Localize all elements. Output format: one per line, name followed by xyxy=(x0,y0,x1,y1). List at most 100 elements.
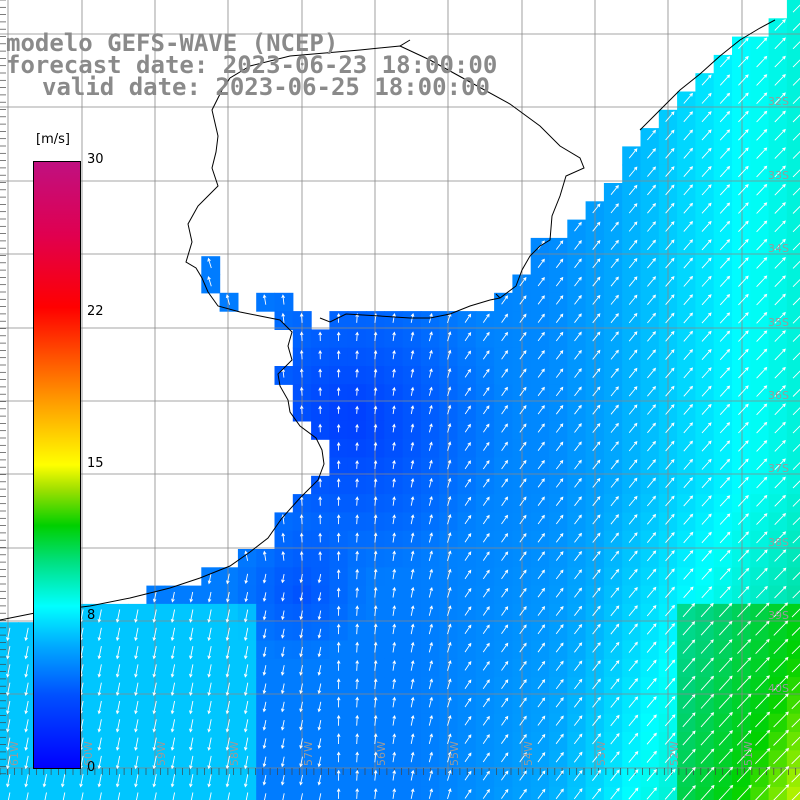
wind-arrow xyxy=(262,550,267,561)
wind-arrow xyxy=(647,257,657,269)
wind-arrow xyxy=(628,477,638,488)
wind-arrow xyxy=(170,627,176,642)
wind-arrow xyxy=(134,700,139,715)
wind-arrow xyxy=(428,605,434,616)
wind-arrow xyxy=(718,766,734,783)
wind-arrow xyxy=(792,352,800,361)
wind-cell xyxy=(695,603,715,623)
wind-arrow xyxy=(683,147,694,159)
wind-arrow xyxy=(592,733,601,745)
wind-arrow xyxy=(482,606,490,616)
wind-arrow xyxy=(718,730,733,746)
wind-cell xyxy=(786,201,800,221)
wind-arrow xyxy=(628,732,639,745)
wind-arrow xyxy=(573,769,583,781)
wind-arrow xyxy=(738,403,749,416)
wind-arrow xyxy=(243,700,249,715)
wind-arrow xyxy=(610,258,619,269)
wind-arrow xyxy=(189,627,194,642)
wind-arrow xyxy=(152,646,157,660)
wind-arrow xyxy=(97,627,102,642)
wind-arrow xyxy=(574,642,583,653)
wind-arrow xyxy=(172,792,176,800)
wind-arrow xyxy=(317,738,322,750)
wind-arrow xyxy=(756,129,768,141)
wind-arrow xyxy=(610,367,619,378)
wind-arrow xyxy=(773,729,789,746)
wind-arrow xyxy=(792,22,800,31)
wind-arrow xyxy=(373,405,378,414)
wind-cell xyxy=(786,36,800,56)
wind-arrow xyxy=(317,592,322,602)
wind-arrow xyxy=(226,573,230,585)
wind-arrow xyxy=(701,257,712,269)
wind-arrow xyxy=(537,752,546,763)
wind-arrow xyxy=(574,532,582,543)
longitude-label: 56W xyxy=(375,741,388,766)
wind-arrow xyxy=(738,55,749,68)
wind-arrow xyxy=(719,422,731,434)
wind-arrow xyxy=(719,56,731,68)
wind-arrow xyxy=(738,238,749,251)
wind-arrow xyxy=(792,77,800,86)
wind-arrow xyxy=(736,784,752,800)
wind-cell xyxy=(622,750,642,770)
wind-cell xyxy=(786,311,800,330)
wind-arrow xyxy=(683,367,694,379)
latitude-label: 37S xyxy=(768,462,789,475)
wind-arrow xyxy=(537,697,546,708)
wind-arrow xyxy=(738,366,749,379)
wind-arrow xyxy=(682,603,696,618)
wind-arrow xyxy=(628,714,639,727)
wind-arrow xyxy=(24,774,29,788)
wind-arrow xyxy=(263,793,267,800)
wind-arrow xyxy=(574,313,582,323)
wind-arrow xyxy=(756,92,768,105)
wind-arrow xyxy=(355,478,359,488)
wind-arrow xyxy=(574,587,583,598)
wind-cell xyxy=(786,622,800,642)
wind-arrow xyxy=(318,532,322,543)
wind-cell xyxy=(567,237,587,257)
wind-arrow xyxy=(262,646,267,658)
wind-arrow xyxy=(355,550,360,561)
wind-arrow xyxy=(665,385,675,397)
wind-arrow xyxy=(610,623,620,635)
wind-arrow xyxy=(537,386,545,397)
wind-arrow xyxy=(410,678,415,690)
wind-arrow xyxy=(683,184,694,196)
wind-arrow xyxy=(738,330,749,342)
wind-arrow xyxy=(592,769,602,781)
wind-arrow xyxy=(737,620,752,636)
wind-arrow xyxy=(519,587,527,598)
wind-arrow xyxy=(610,660,620,672)
wind-cell xyxy=(567,457,587,477)
wind-arrow xyxy=(682,785,696,800)
wind-arrow xyxy=(719,184,731,196)
wind-cell xyxy=(530,786,550,800)
wind-arrow xyxy=(410,477,415,488)
wind-arrow xyxy=(189,646,194,660)
wind-arrow xyxy=(647,404,657,415)
wind-arrow xyxy=(355,405,359,414)
wind-cell xyxy=(567,329,587,349)
wind-arrow xyxy=(447,696,452,708)
wind-arrow xyxy=(519,569,527,580)
wind-arrow xyxy=(646,750,657,763)
wind-arrow xyxy=(574,258,582,269)
wind-arrow xyxy=(792,535,800,544)
wind-cell xyxy=(786,73,800,93)
wind-arrow xyxy=(792,590,800,599)
wind-arrow xyxy=(574,459,582,470)
wind-arrow xyxy=(281,628,285,639)
wind-arrow xyxy=(299,628,303,639)
wind-arrow xyxy=(665,239,675,251)
latitude-label: 36S xyxy=(768,389,789,402)
wind-arrow xyxy=(774,513,787,526)
wind-cell xyxy=(786,128,800,147)
wind-cell xyxy=(494,786,513,800)
wind-arrow xyxy=(355,368,359,378)
wind-arrow xyxy=(719,92,731,104)
wind-arrow xyxy=(317,720,322,731)
wind-arrow xyxy=(701,458,712,470)
